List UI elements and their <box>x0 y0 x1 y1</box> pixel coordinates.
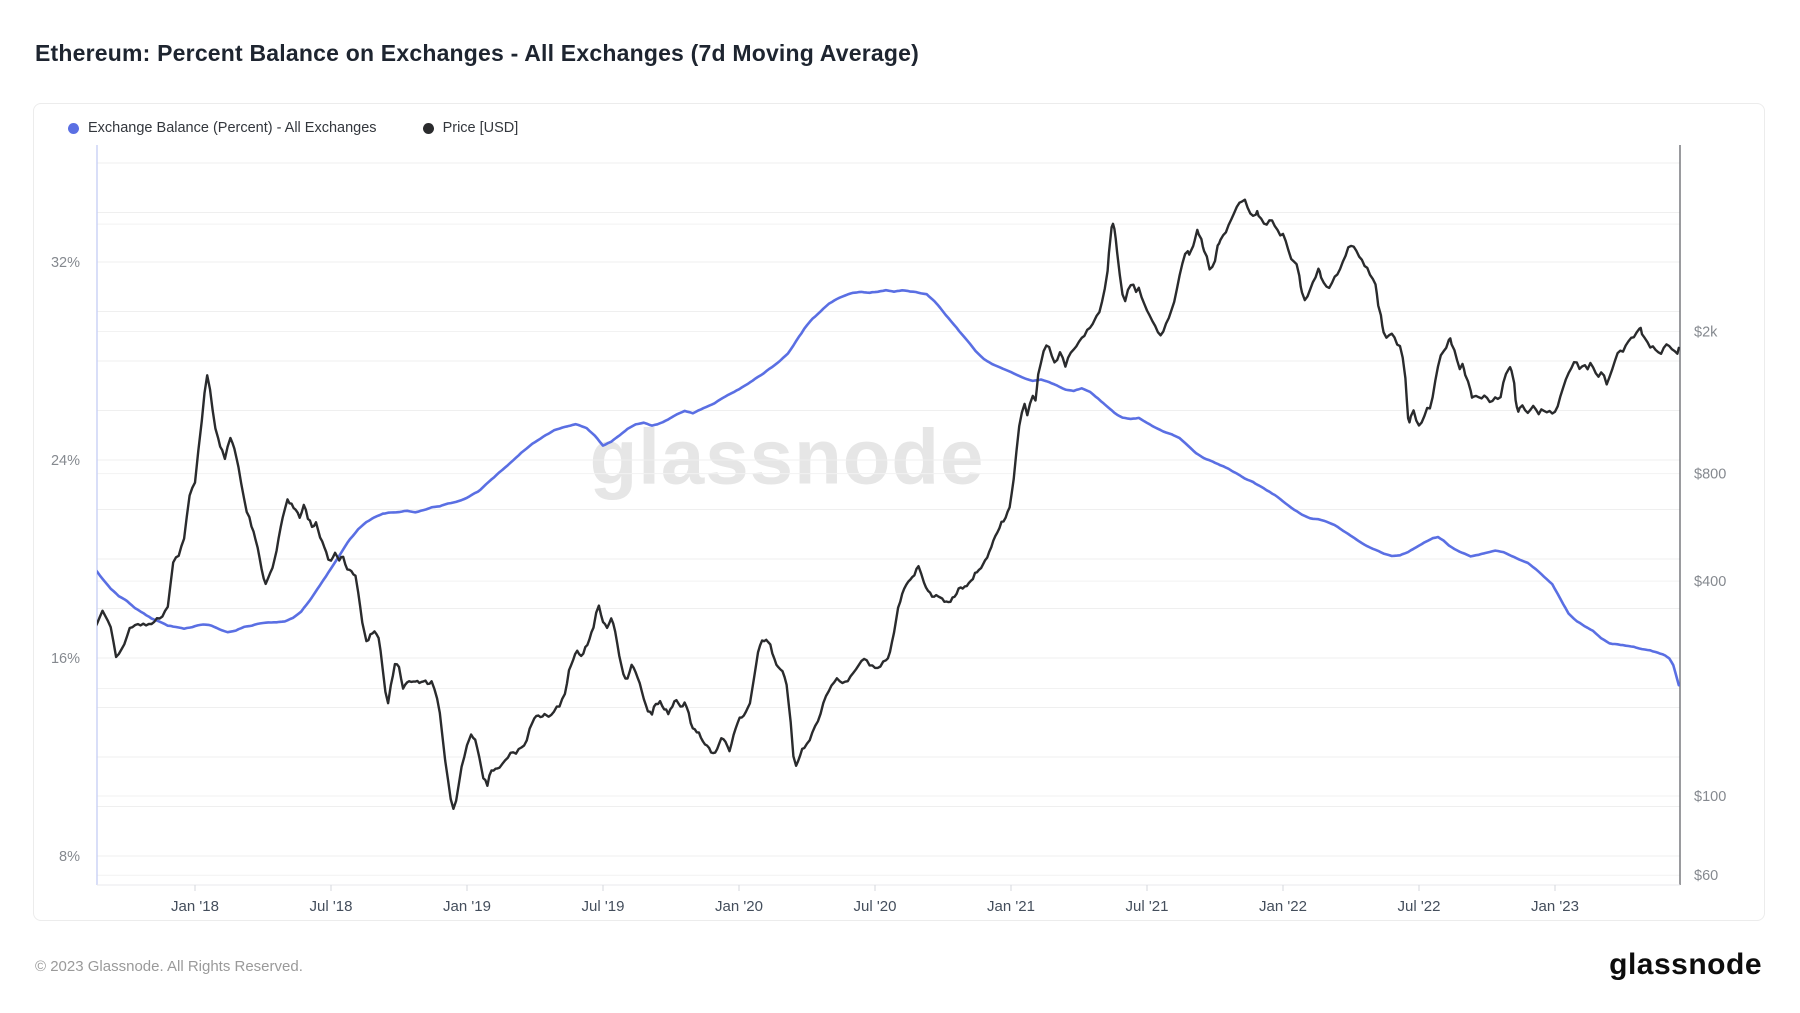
x-tick-label: Jul '19 <box>582 898 625 915</box>
glassnode-logo[interactable]: glassnode <box>1609 948 1762 981</box>
x-tick-label: Jul '18 <box>310 898 353 915</box>
legend-dot-black-icon <box>422 122 434 134</box>
y-left-tick-label: 8% <box>59 849 80 865</box>
x-tick-label: Jul '22 <box>1398 898 1441 915</box>
x-tick-label: Jan '20 <box>715 898 763 915</box>
x-tick-label: Jan '19 <box>443 898 491 915</box>
legend-item-price-usd[interactable]: Price [USD] <box>422 120 519 136</box>
legend-dot-blue-icon <box>68 122 79 134</box>
chart-card <box>33 103 1765 921</box>
series-exchange-balance <box>97 288 1680 687</box>
y-left-tick-label: 24% <box>51 453 80 469</box>
x-tick-label: Jan '21 <box>987 898 1035 915</box>
page-title: Ethereum: Percent Balance on Exchanges -… <box>35 40 919 66</box>
y-right-tick-label: $100 <box>1694 789 1726 805</box>
x-tick-label: Jan '23 <box>1531 898 1579 915</box>
y-left-tick-label: 32% <box>51 255 80 271</box>
legend-label-exchange-balance: Exchange Balance (Percent) - All Exchang… <box>88 120 377 136</box>
legend-label-price-usd: Price [USD] <box>442 120 519 136</box>
legend-item-exchange-balance[interactable]: Exchange Balance (Percent) - All Exchang… <box>68 120 377 136</box>
footer-copyright: © 2023 Glassnode. All Rights Reserved. <box>35 958 303 975</box>
y-right-tick-label: $60 <box>1694 868 1718 884</box>
y-right-tick-label: $800 <box>1694 467 1726 483</box>
x-tick-label: Jan '22 <box>1259 898 1307 915</box>
y-right-tick-label: $2k <box>1694 325 1718 341</box>
x-tick-label: Jul '20 <box>854 898 897 915</box>
series-price-usd <box>97 198 1680 810</box>
y-right-tick-label: $400 <box>1694 574 1726 590</box>
chart-legend: Exchange Balance (Percent) - All Exchang… <box>68 120 518 136</box>
y-left-tick-label: 16% <box>51 651 80 667</box>
x-tick-label: Jul '21 <box>1126 898 1169 915</box>
x-tick-label: Jan '18 <box>171 898 219 915</box>
